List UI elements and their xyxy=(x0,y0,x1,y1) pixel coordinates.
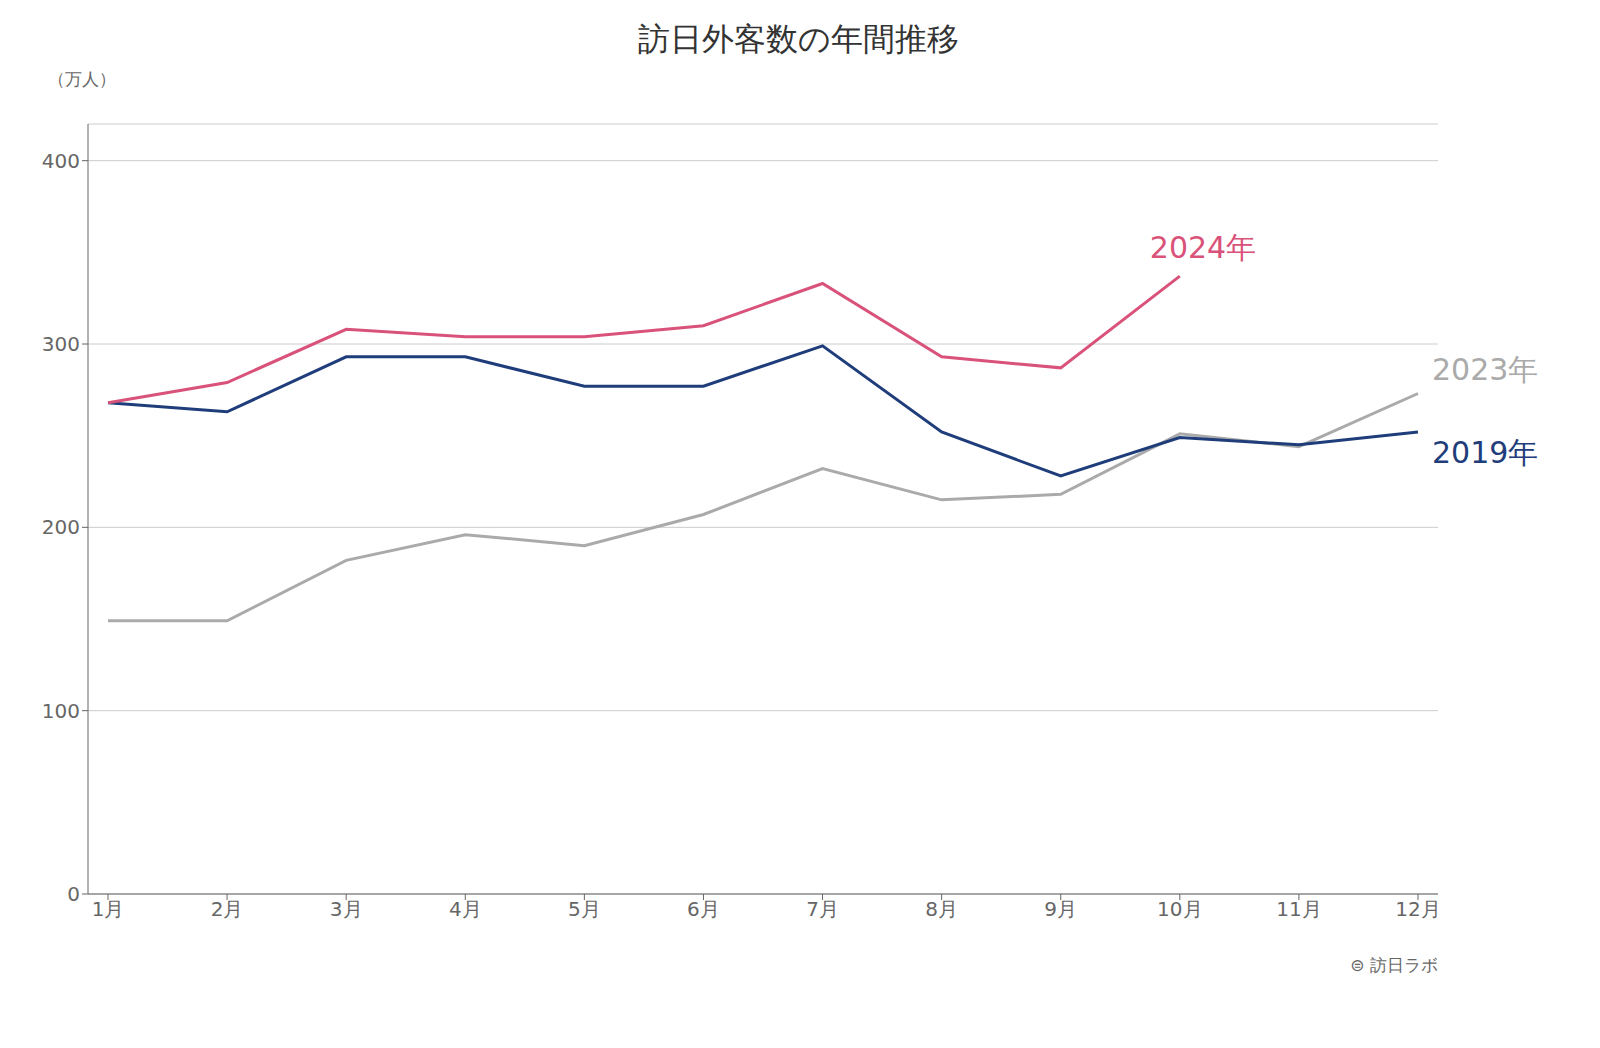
svg-text:300: 300 xyxy=(42,332,80,356)
svg-text:1月: 1月 xyxy=(92,897,125,921)
svg-text:0: 0 xyxy=(67,882,80,906)
svg-text:400: 400 xyxy=(42,149,80,173)
svg-text:7月: 7月 xyxy=(806,897,839,921)
html-text:訪日外客数の年間推移: 訪日外客数の年間推移 xyxy=(637,20,959,58)
svg-text:5月: 5月 xyxy=(568,897,601,921)
html-text:⊜ 訪日ラボ: ⊜ 訪日ラボ xyxy=(1350,955,1438,975)
svg-text:100: 100 xyxy=(42,699,80,723)
svg-text:2月: 2月 xyxy=(211,897,244,921)
svg-text:2023年: 2023年 xyxy=(1432,352,1538,387)
svg-text:8月: 8月 xyxy=(925,897,958,921)
svg-text:6月: 6月 xyxy=(687,897,720,921)
svg-text:4月: 4月 xyxy=(449,897,482,921)
svg-text:9月: 9月 xyxy=(1044,897,1077,921)
svg-text:11月: 11月 xyxy=(1276,897,1321,921)
html-text:（万人）: （万人） xyxy=(48,69,116,89)
svg-text:200: 200 xyxy=(42,515,80,539)
svg-text:2024年: 2024年 xyxy=(1150,230,1256,265)
svg-text:10月: 10月 xyxy=(1157,897,1202,921)
svg-text:12月: 12月 xyxy=(1395,897,1440,921)
svg-text:3月: 3月 xyxy=(330,897,363,921)
svg-text:2019年: 2019年 xyxy=(1432,435,1538,470)
